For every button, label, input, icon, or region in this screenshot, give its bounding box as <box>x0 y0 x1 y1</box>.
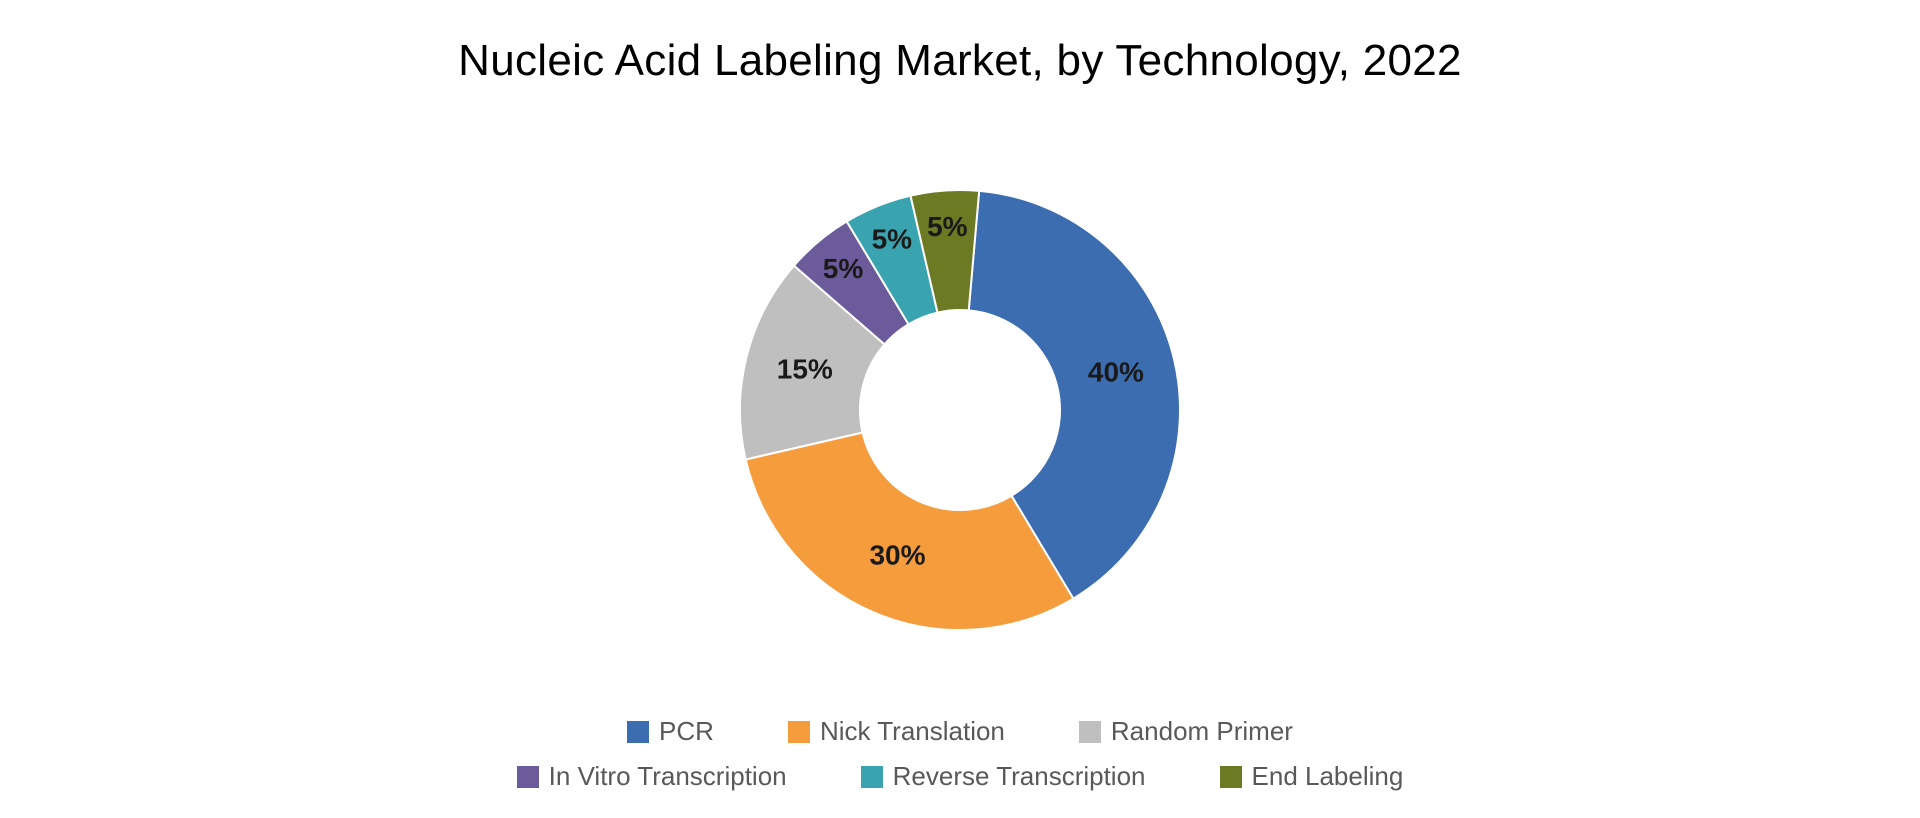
legend-label: In Vitro Transcription <box>549 761 787 792</box>
legend-item-pcr: PCR <box>627 716 714 747</box>
slice-label-nick: 30% <box>869 540 925 571</box>
legend-label: Nick Translation <box>820 716 1005 747</box>
slice-label-pcr: 40% <box>1088 356 1144 387</box>
donut-svg: 40% 30% 15% 5% 5% 5% <box>650 130 1270 690</box>
slice-label-ivt: 5% <box>823 253 864 284</box>
legend: PCR Nick Translation Random Primer In Vi… <box>460 716 1460 792</box>
legend-item-ivt: In Vitro Transcription <box>517 761 787 792</box>
legend-swatch-rev <box>861 766 883 788</box>
chart-container: Nucleic Acid Labeling Market, by Technol… <box>0 0 1920 818</box>
donut-chart: 40% 30% 15% 5% 5% 5% <box>650 130 1270 690</box>
legend-swatch-end <box>1220 766 1242 788</box>
legend-label: PCR <box>659 716 714 747</box>
chart-title: Nucleic Acid Labeling Market, by Technol… <box>0 36 1920 86</box>
legend-label: End Labeling <box>1252 761 1404 792</box>
slice-label-rand: 15% <box>777 354 833 385</box>
legend-swatch-rand <box>1079 721 1101 743</box>
legend-swatch-ivt <box>517 766 539 788</box>
donut-slice-nick <box>746 433 1074 631</box>
legend-item-rand: Random Primer <box>1079 716 1293 747</box>
slice-label-end: 5% <box>927 211 968 242</box>
legend-item-nick: Nick Translation <box>788 716 1005 747</box>
slice-label-rev: 5% <box>872 224 913 255</box>
legend-label: Random Primer <box>1111 716 1293 747</box>
legend-label: Reverse Transcription <box>893 761 1146 792</box>
legend-swatch-pcr <box>627 721 649 743</box>
legend-item-rev: Reverse Transcription <box>861 761 1146 792</box>
legend-swatch-nick <box>788 721 810 743</box>
legend-item-end: End Labeling <box>1220 761 1404 792</box>
